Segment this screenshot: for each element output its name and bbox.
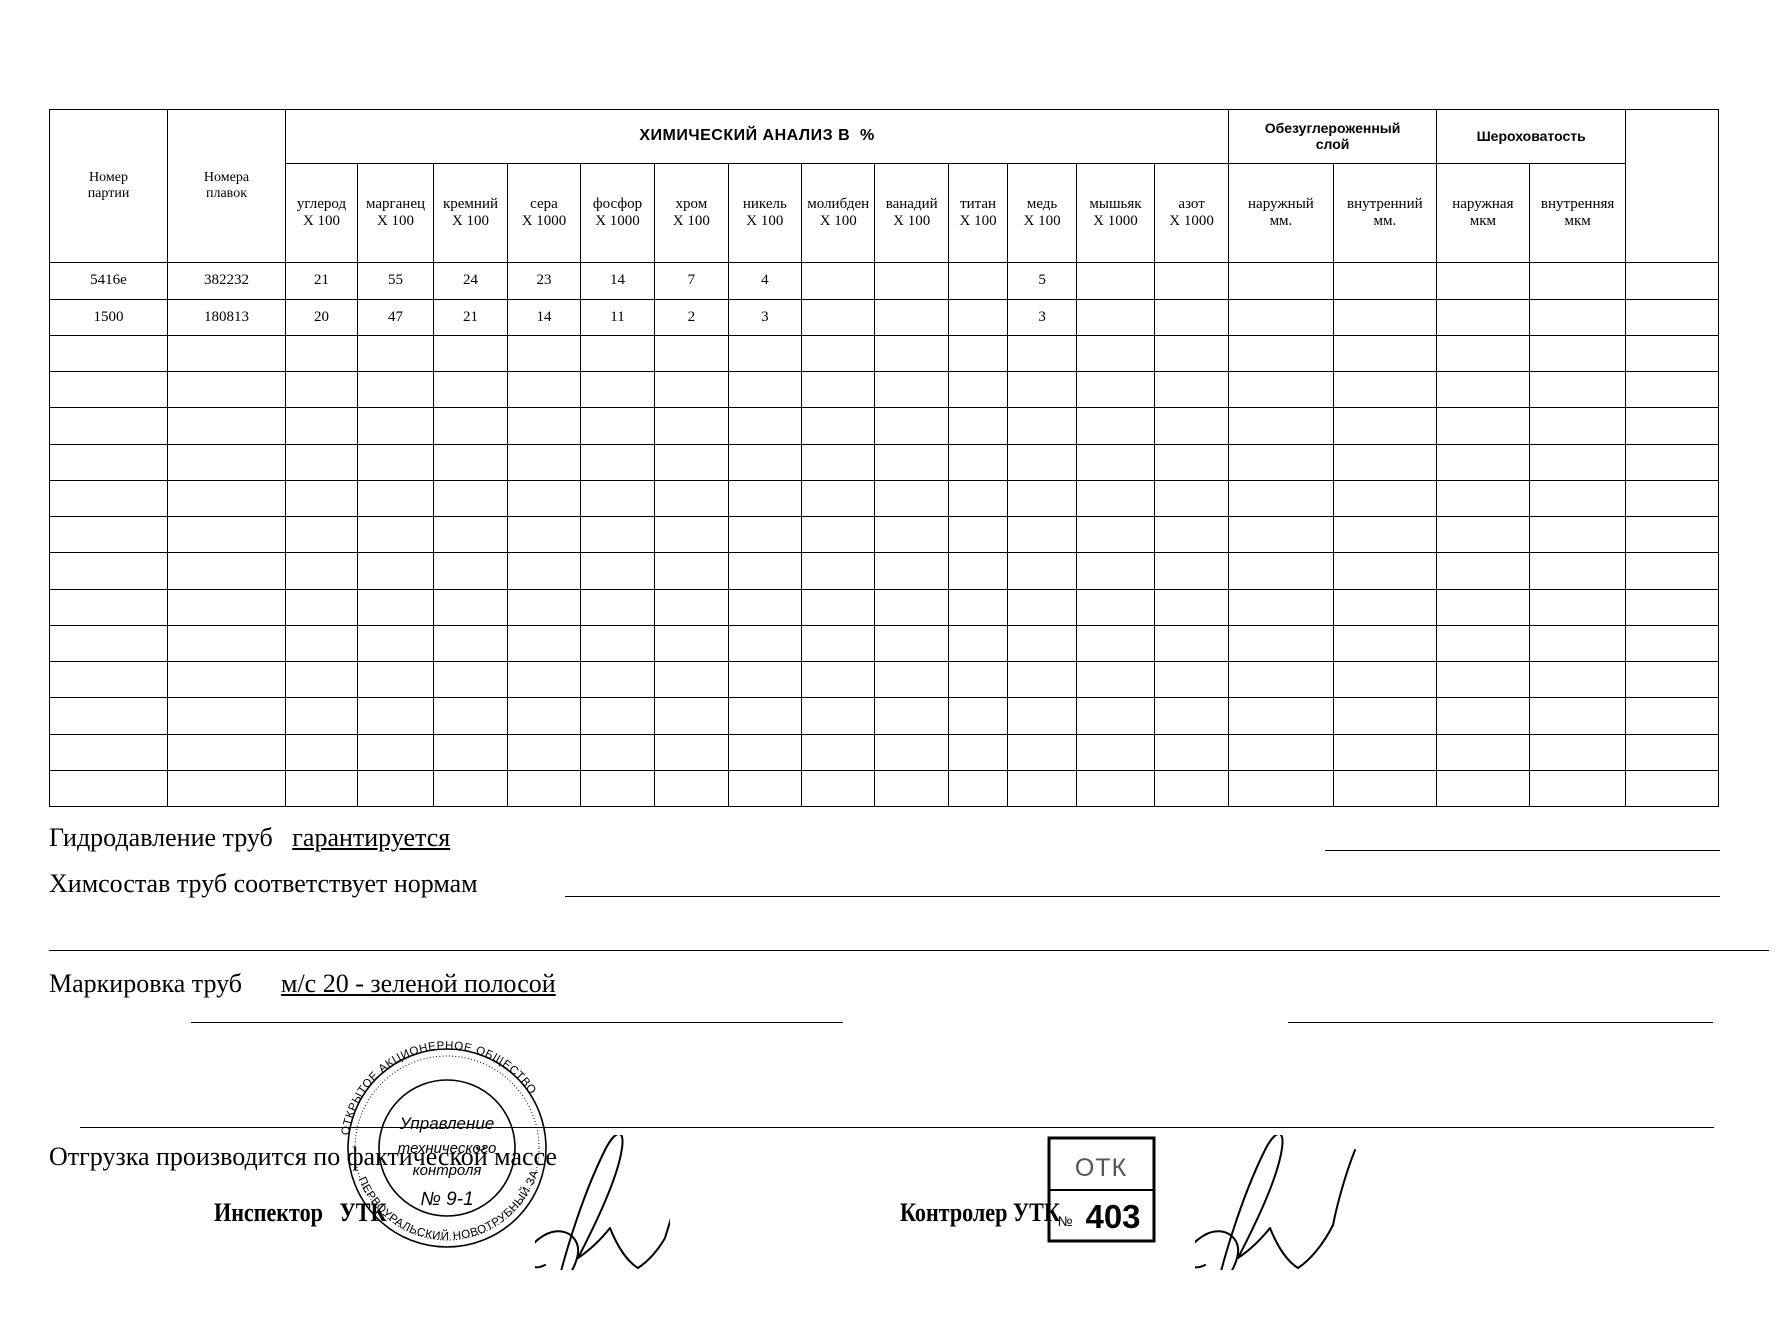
svg-text:№ 9-1: № 9-1 [420,1189,473,1210]
svg-text:Управление: Управление [399,1114,495,1133]
svg-text:403: 403 [1085,1198,1140,1235]
svg-text:контроля: контроля [413,1162,482,1179]
svg-text:№: № [1057,1213,1072,1229]
svg-text:технического: технического [398,1140,497,1157]
svg-text:ОТК: ОТК [1075,1154,1127,1182]
